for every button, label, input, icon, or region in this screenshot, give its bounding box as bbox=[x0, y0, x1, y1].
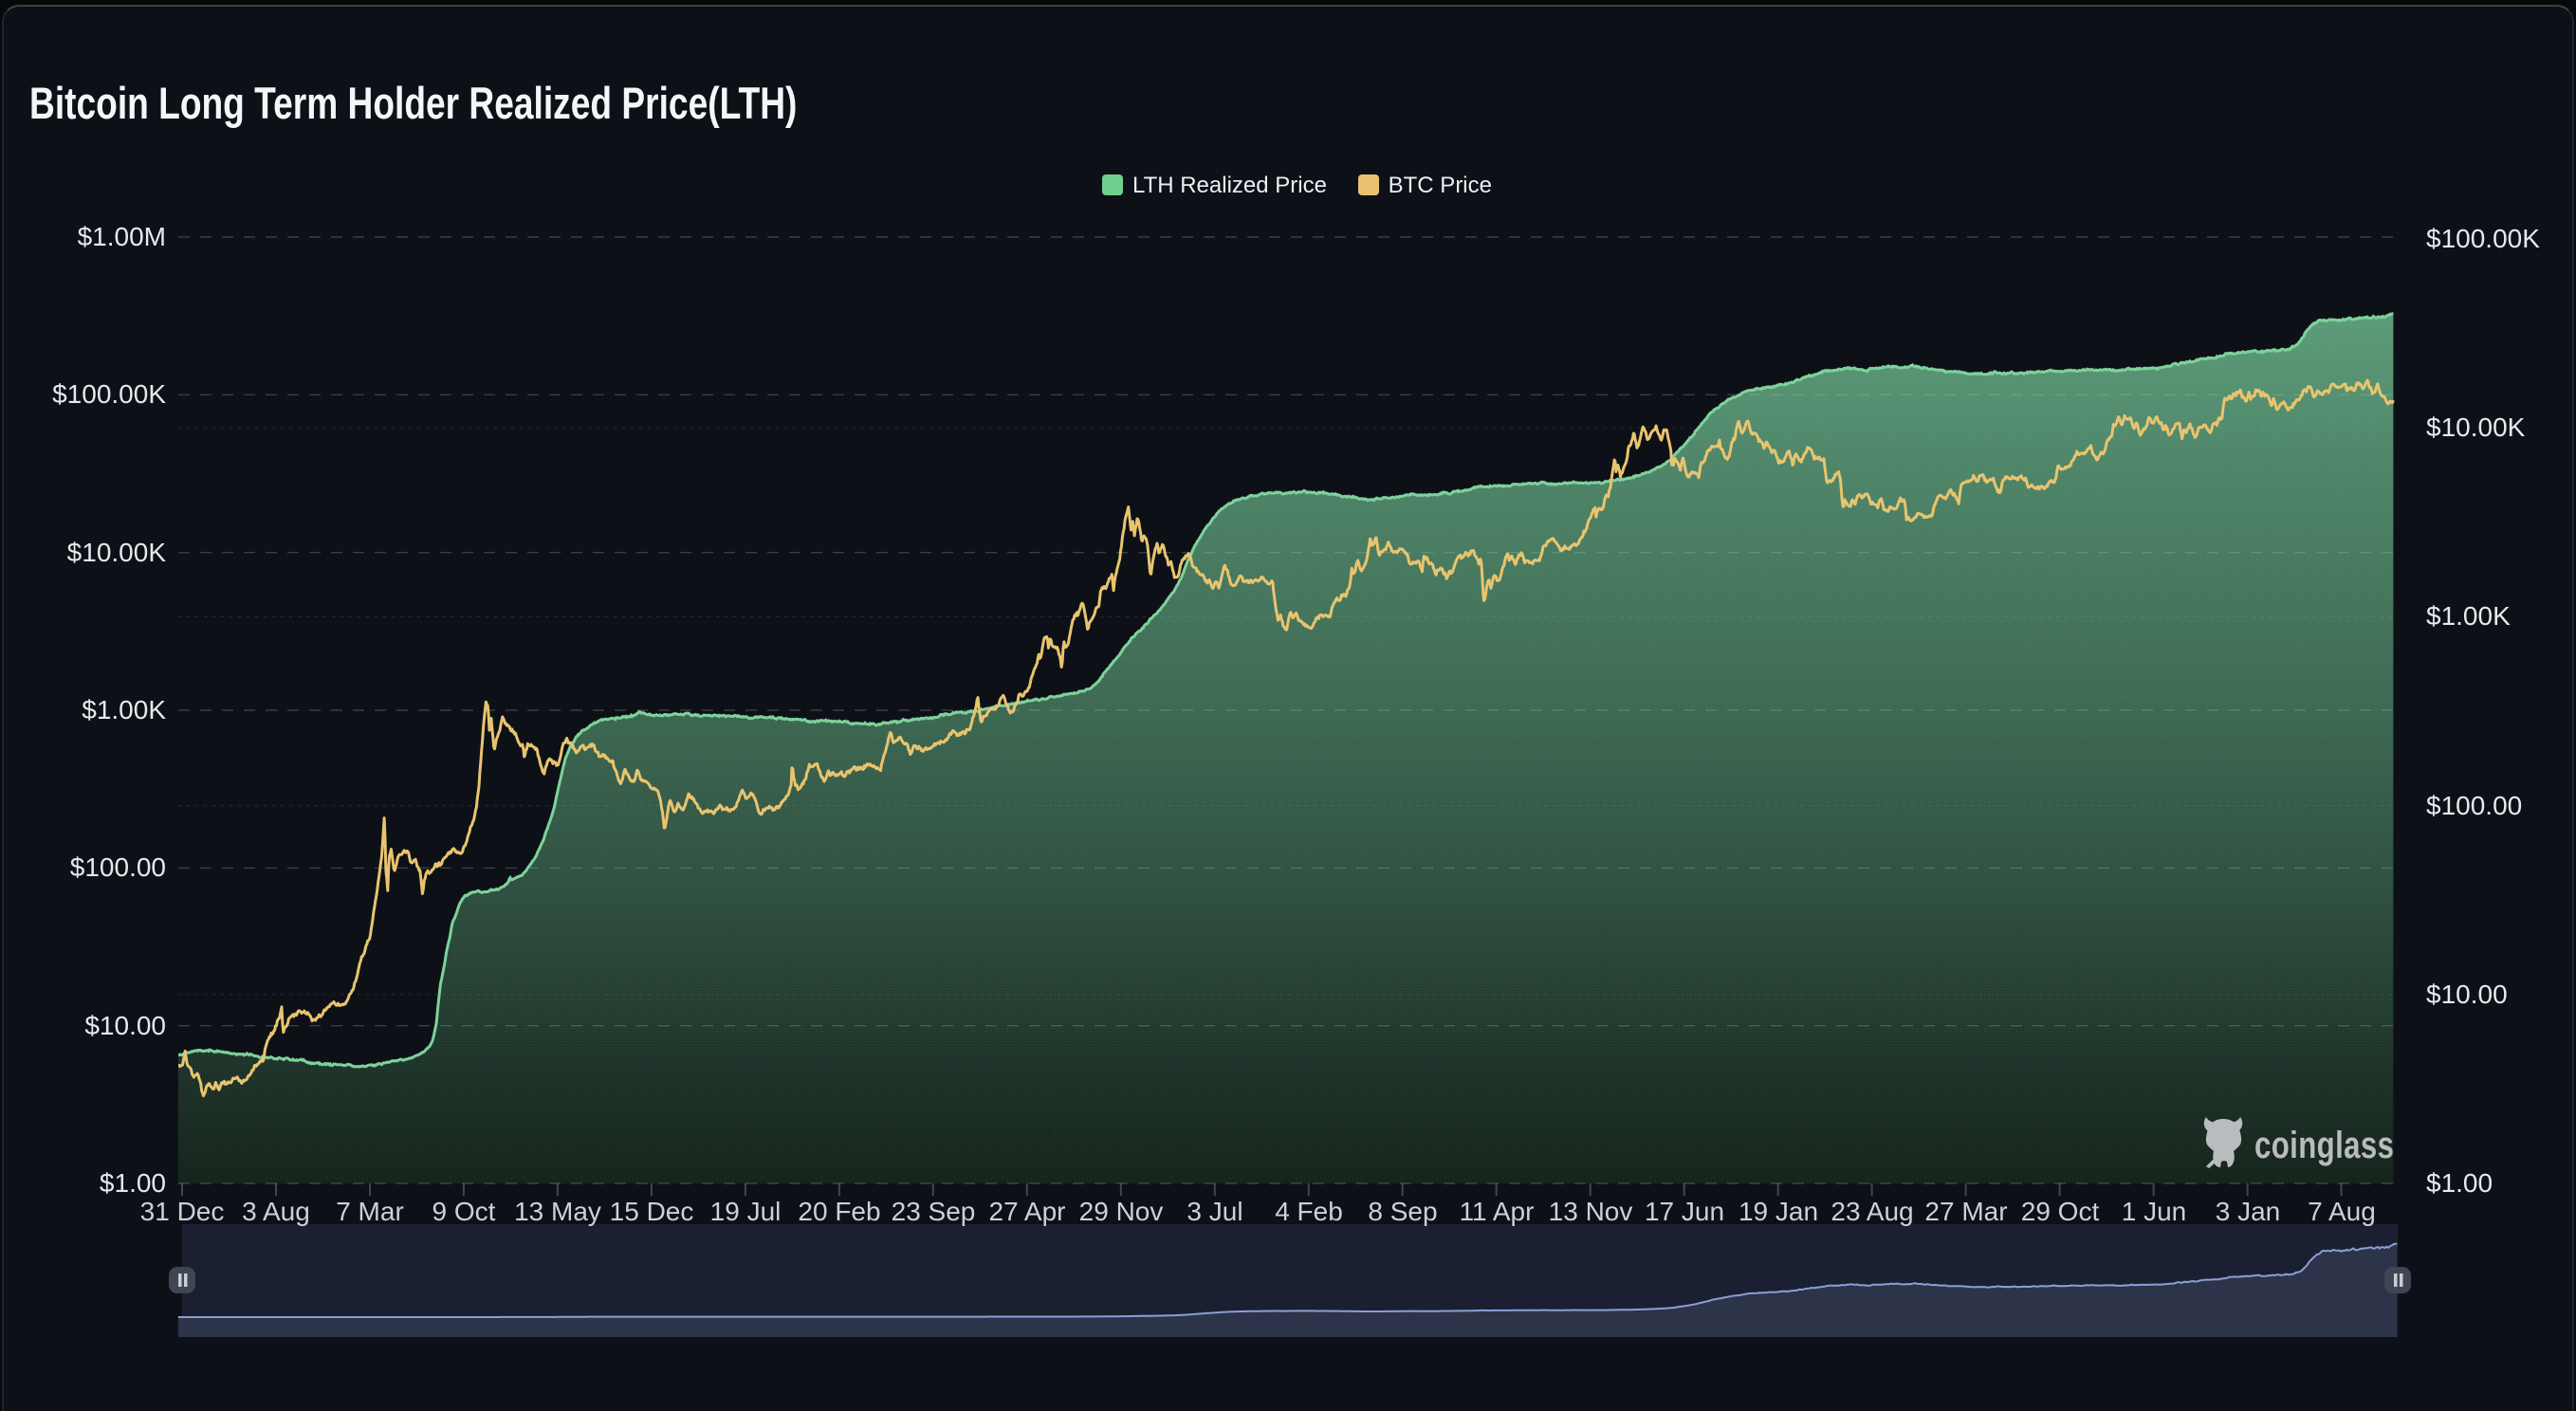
svg-text:coinglass: coinglass bbox=[2254, 1124, 2394, 1166]
